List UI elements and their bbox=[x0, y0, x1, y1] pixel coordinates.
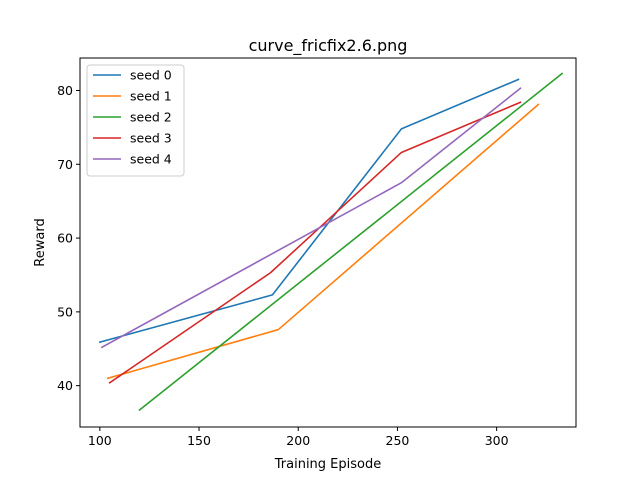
y-tick-label: 40 bbox=[57, 378, 73, 393]
series-line-2 bbox=[138, 72, 564, 412]
y-tick-label: 70 bbox=[57, 157, 73, 172]
y-axis: 40 50 60 70 80 bbox=[57, 83, 80, 393]
legend: seed 0 seed 1 seed 2 seed 3 seed 4 bbox=[86, 64, 185, 177]
y-axis-label: Reward bbox=[33, 218, 48, 266]
x-axis: 100 150 200 250 300 bbox=[88, 427, 509, 448]
legend-label-2: seed 2 bbox=[130, 110, 172, 125]
x-tick-label: 200 bbox=[286, 433, 310, 448]
legend-label-3: seed 3 bbox=[130, 131, 172, 146]
series-group bbox=[98, 72, 564, 412]
x-tick-label: 250 bbox=[386, 433, 410, 448]
y-tick-label: 60 bbox=[57, 231, 73, 246]
y-tick-label: 80 bbox=[57, 83, 73, 98]
legend-box bbox=[86, 64, 185, 177]
legend-label-0: seed 0 bbox=[130, 68, 172, 83]
legend-label-1: seed 1 bbox=[130, 89, 172, 104]
chart-title: curve_fricfix2.6.png bbox=[249, 36, 408, 56]
x-tick-label: 150 bbox=[187, 433, 211, 448]
x-tick-label: 100 bbox=[88, 433, 112, 448]
x-axis-label: Training Episode bbox=[274, 457, 381, 472]
legend-label-4: seed 4 bbox=[130, 152, 172, 167]
y-tick-label: 50 bbox=[57, 304, 73, 319]
series-line-1 bbox=[106, 103, 540, 380]
series-line-3 bbox=[108, 101, 522, 384]
x-tick-label: 300 bbox=[485, 433, 509, 448]
plot-area-frame bbox=[79, 57, 577, 428]
series-line-4 bbox=[100, 87, 522, 349]
